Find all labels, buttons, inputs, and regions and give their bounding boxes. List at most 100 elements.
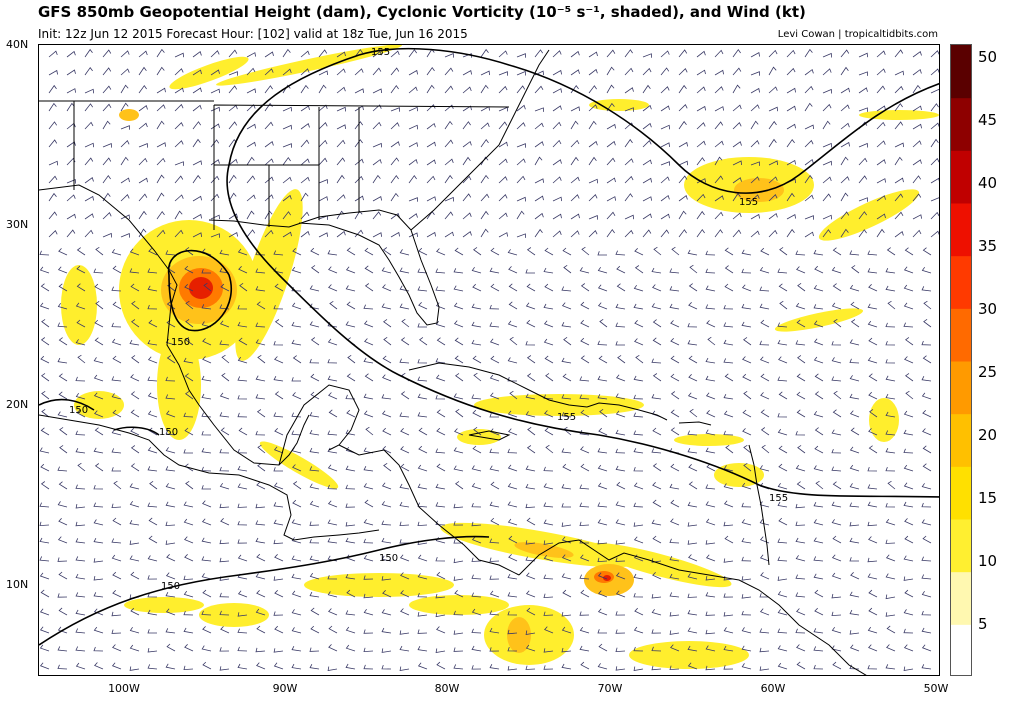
wind-barb bbox=[471, 394, 482, 400]
wind-barb bbox=[138, 85, 147, 94]
wind-barb bbox=[165, 628, 176, 634]
wind-barb bbox=[651, 594, 662, 599]
wind-barb bbox=[291, 377, 301, 382]
wind-barb bbox=[849, 375, 860, 382]
wind-barb bbox=[597, 394, 608, 400]
wind-barb bbox=[516, 143, 526, 148]
wind-barb bbox=[201, 430, 212, 436]
wind-barb bbox=[399, 521, 410, 527]
wind-barb bbox=[516, 196, 526, 202]
wind-barb bbox=[849, 537, 860, 544]
wind-barb bbox=[534, 178, 544, 184]
wind-barb bbox=[237, 612, 248, 617]
wind-barb bbox=[381, 520, 392, 526]
wind-barb bbox=[256, 409, 266, 418]
wind-barb bbox=[93, 608, 104, 616]
wind-barb bbox=[453, 503, 464, 509]
wind-barb bbox=[905, 373, 914, 382]
wind-barb bbox=[220, 626, 230, 634]
wind-barb bbox=[723, 627, 734, 634]
wind-barb bbox=[453, 558, 464, 564]
wind-barb bbox=[579, 267, 590, 274]
wind-barb bbox=[185, 300, 194, 310]
wind-barb bbox=[138, 210, 147, 220]
wind-barb bbox=[543, 338, 554, 346]
wind-barb bbox=[580, 409, 590, 418]
wind-barb bbox=[894, 193, 904, 202]
wind-barb bbox=[201, 393, 212, 400]
wind-barb bbox=[814, 427, 824, 436]
wind-barb bbox=[219, 249, 230, 256]
wind-barb bbox=[588, 178, 598, 184]
wind-barb bbox=[579, 645, 590, 652]
wind-barb bbox=[912, 51, 922, 58]
wind-barb bbox=[660, 50, 670, 58]
wind-barb bbox=[408, 69, 418, 76]
wind-barb bbox=[849, 557, 859, 562]
wind-barb bbox=[534, 195, 544, 202]
wind-barb bbox=[760, 572, 770, 580]
wind-barb bbox=[868, 391, 878, 400]
wind-barb bbox=[652, 463, 662, 472]
wind-barb bbox=[309, 483, 320, 490]
wind-barb bbox=[678, 84, 687, 94]
wind-barb bbox=[472, 445, 482, 454]
wind-barb bbox=[831, 501, 842, 508]
wind-barb bbox=[921, 556, 932, 562]
wind-barb bbox=[509, 390, 518, 400]
wind-barb bbox=[732, 212, 742, 220]
wind-barb bbox=[255, 268, 266, 274]
wind-barb bbox=[372, 104, 382, 112]
wind-barb bbox=[885, 448, 896, 454]
wind-barb bbox=[300, 211, 310, 220]
wind-barb bbox=[840, 228, 849, 238]
wind-barb bbox=[633, 430, 644, 436]
wind-barb bbox=[345, 394, 356, 400]
wind-barb bbox=[309, 538, 320, 544]
wind-barb bbox=[120, 125, 130, 130]
wind-barb bbox=[311, 265, 320, 274]
wind-barb bbox=[120, 84, 129, 94]
wind-barb bbox=[273, 412, 284, 418]
wind-barb bbox=[588, 85, 597, 94]
wind-barb bbox=[309, 412, 320, 418]
wind-barb bbox=[129, 626, 140, 634]
wind-barb bbox=[561, 286, 572, 292]
colorbar bbox=[950, 44, 972, 676]
wind-barb bbox=[453, 285, 464, 292]
wind-barb bbox=[273, 519, 284, 526]
wind-barb bbox=[381, 609, 392, 616]
wind-barb bbox=[885, 411, 896, 418]
wind-barb bbox=[489, 610, 500, 616]
wind-barb bbox=[822, 229, 832, 238]
wind-barb bbox=[813, 519, 824, 526]
wind-barb bbox=[778, 283, 788, 292]
wind-barb bbox=[41, 408, 50, 418]
wind-barb bbox=[615, 557, 626, 562]
wind-barb bbox=[147, 356, 158, 364]
wind-barb bbox=[534, 107, 544, 112]
wind-barb bbox=[184, 265, 194, 274]
wind-barb bbox=[930, 103, 939, 112]
wind-barb bbox=[363, 593, 374, 599]
wind-barb bbox=[228, 49, 238, 58]
wind-barb bbox=[840, 211, 850, 220]
wind-barb bbox=[786, 159, 796, 166]
wind-barb bbox=[111, 448, 122, 454]
wind-barb bbox=[786, 139, 795, 148]
wind-barb bbox=[435, 483, 446, 490]
wind-barb bbox=[192, 232, 202, 238]
wind-barb bbox=[489, 647, 500, 652]
wind-barb bbox=[507, 592, 518, 598]
wind-barb bbox=[615, 666, 626, 671]
wind-barb bbox=[813, 537, 824, 544]
wind-barb bbox=[219, 647, 230, 652]
wind-barb bbox=[778, 517, 788, 526]
lon-label: 80W bbox=[434, 682, 460, 695]
wind-barb bbox=[310, 625, 320, 634]
wind-barb bbox=[598, 355, 608, 364]
wind-barb bbox=[165, 430, 176, 436]
wind-barb bbox=[507, 357, 518, 364]
wind-barb bbox=[219, 340, 230, 346]
wind-barb bbox=[669, 268, 680, 274]
